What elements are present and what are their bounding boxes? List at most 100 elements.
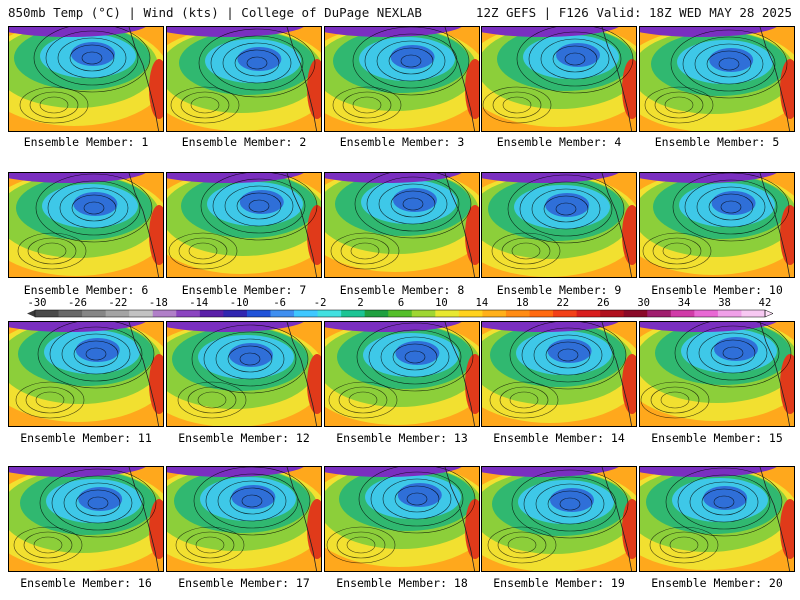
temperature-colorbar: -30 -26 -22 -18 -14 -10 -6 -2 2 6 10 14 18 22 26 30 34 38… [0,296,800,318]
ensemble-member-label: Ensemble Member: 6 [23,283,149,297]
ensemble-member-label: Ensemble Member: 17 [178,576,310,590]
colorbar-tick-label: 10 [435,297,448,309]
colorbar-tick-label: 30 [637,297,650,309]
temperature-map [640,173,794,277]
colorbar-tick-label: -22 [108,297,128,309]
ensemble-member-map [324,26,480,132]
ensemble-member-label: Ensemble Member: 11 [20,431,152,445]
ensemble-member-map [8,466,164,572]
ensemble-member-label: Ensemble Member: 18 [336,576,468,590]
ensemble-member-map [8,321,164,427]
temperature-map [167,467,321,571]
colorbar-tick-label: 2 [357,297,364,309]
colorbar-segment [199,310,224,317]
colorbar-segment [35,310,60,317]
temperature-map [325,322,479,426]
ensemble-member-map [166,321,322,427]
map-title: 850mb Temp (°C) | Wind (kts) | College o… [8,5,422,20]
temperature-map [167,322,321,426]
temperature-map [9,322,163,426]
colorbar-segment [694,310,719,317]
temperature-map [9,467,163,571]
ensemble-member-label: Ensemble Member: 7 [181,283,307,297]
ensemble-member-map [324,321,480,427]
colorbar-segment [152,310,177,317]
temperature-map [9,173,163,277]
ensemble-member-label: Ensemble Member: 15 [651,431,783,445]
colorbar-segment [529,310,554,317]
ensemble-member-map [481,26,637,132]
ensemble-member-label: Ensemble Member: 10 [651,283,783,297]
temperature-map [482,27,636,131]
colorbar-tick-label: -2 [313,297,327,309]
colorbar-segment [600,310,625,317]
colorbar-tick-label: -30 [27,297,47,309]
colorbar-graphic [27,309,774,318]
colorbar-segment [482,310,507,317]
ensemble-member-map [324,172,480,278]
colorbar-segment [458,310,483,317]
ensemble-member-map [8,26,164,132]
colorbar-tick-label: -18 [148,297,168,309]
colorbar-tick-label: -10 [229,297,249,309]
ensemble-member-label: Ensemble Member: 4 [496,135,622,149]
colorbar-tick-label: 42 [758,297,772,309]
ensemble-member-map [639,26,795,132]
colorbar-segment [435,310,460,317]
temperature-map [325,173,479,277]
temperature-map [640,27,794,131]
temperature-map [640,467,794,571]
colorbar-segment [223,310,248,317]
temperature-map [482,467,636,571]
ensemble-member-map [481,466,637,572]
ensemble-member-label: Ensemble Member: 20 [651,576,783,590]
ensemble-member-label: Ensemble Member: 12 [178,431,310,445]
temperature-map [325,27,479,131]
ensemble-member-label: Ensemble Member: 16 [20,576,152,590]
model-valid-time: 12Z GEFS | F126 Valid: 18Z WED MAY 28 20… [475,5,792,20]
ensemble-member-map [481,172,637,278]
ensemble-member-map [639,321,795,427]
colorbar-min-arrow [27,310,35,317]
colorbar-segment [553,310,578,317]
colorbar-tick-label: 18 [516,297,529,309]
ensemble-member-map [166,26,322,132]
colorbar-segment [647,310,672,317]
colorbar-segment [176,310,201,317]
ensemble-member-map [481,321,637,427]
colorbar-segment [388,310,413,317]
colorbar-segment [364,310,389,317]
colorbar-segment [246,310,271,317]
ensemble-member-label: Ensemble Member: 5 [654,135,780,149]
ensemble-member-label: Ensemble Member: 3 [339,135,465,149]
ensemble-member-map [639,172,795,278]
colorbar-segment [341,310,366,317]
ensemble-member-label: Ensemble Member: 1 [23,135,149,149]
temperature-map [167,173,321,277]
colorbar-segment [58,310,83,317]
colorbar-tick-label: 6 [397,297,405,309]
colorbar-tick-label: 14 [475,297,489,309]
colorbar-segment [105,310,130,317]
temperature-map [482,173,636,277]
colorbar-tick-label: -6 [273,297,286,309]
colorbar-segment [623,310,648,317]
ensemble-member-label: Ensemble Member: 14 [493,431,625,445]
colorbar-segment [670,310,695,317]
colorbar-tick-label: 38 [718,297,731,309]
colorbar-tick-label: -26 [67,297,87,309]
colorbar-segment [717,310,742,317]
colorbar-segment [411,310,436,317]
temperature-map [167,27,321,131]
ensemble-member-label: Ensemble Member: 9 [496,283,622,297]
colorbar-tick-label: -14 [189,297,209,309]
colorbar-max-arrow [764,309,774,318]
ensemble-member-label: Ensemble Member: 13 [336,431,468,445]
temperature-map [640,322,794,426]
ensemble-member-label: Ensemble Member: 8 [339,283,465,297]
colorbar-segment [505,310,531,317]
colorbar-tick-label: 22 [556,297,570,309]
colorbar-segment [317,310,342,317]
colorbar-segment [294,310,319,317]
temperature-map [325,467,479,571]
